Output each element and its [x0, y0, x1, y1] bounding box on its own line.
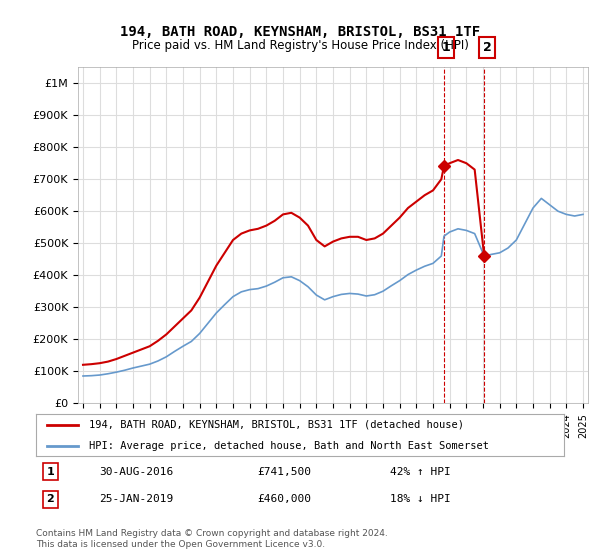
Text: 25-JAN-2019: 25-JAN-2019: [100, 494, 173, 504]
Text: 194, BATH ROAD, KEYNSHAM, BRISTOL, BS31 1TF (detached house): 194, BATH ROAD, KEYNSHAM, BRISTOL, BS31 …: [89, 420, 464, 430]
Text: 42% ↑ HPI: 42% ↑ HPI: [390, 466, 451, 477]
Text: HPI: Average price, detached house, Bath and North East Somerset: HPI: Average price, detached house, Bath…: [89, 441, 489, 451]
Text: £460,000: £460,000: [258, 494, 312, 504]
Text: 30-AUG-2016: 30-AUG-2016: [100, 466, 173, 477]
Text: 2: 2: [47, 494, 55, 504]
Text: 1: 1: [47, 466, 55, 477]
Text: Contains HM Land Registry data © Crown copyright and database right 2024.
This d: Contains HM Land Registry data © Crown c…: [36, 529, 388, 549]
Text: 2: 2: [483, 41, 491, 54]
Text: £741,500: £741,500: [258, 466, 312, 477]
Text: 18% ↓ HPI: 18% ↓ HPI: [390, 494, 451, 504]
Text: Price paid vs. HM Land Registry's House Price Index (HPI): Price paid vs. HM Land Registry's House …: [131, 39, 469, 52]
Text: 194, BATH ROAD, KEYNSHAM, BRISTOL, BS31 1TF: 194, BATH ROAD, KEYNSHAM, BRISTOL, BS31 …: [120, 25, 480, 39]
Text: 1: 1: [442, 41, 451, 54]
